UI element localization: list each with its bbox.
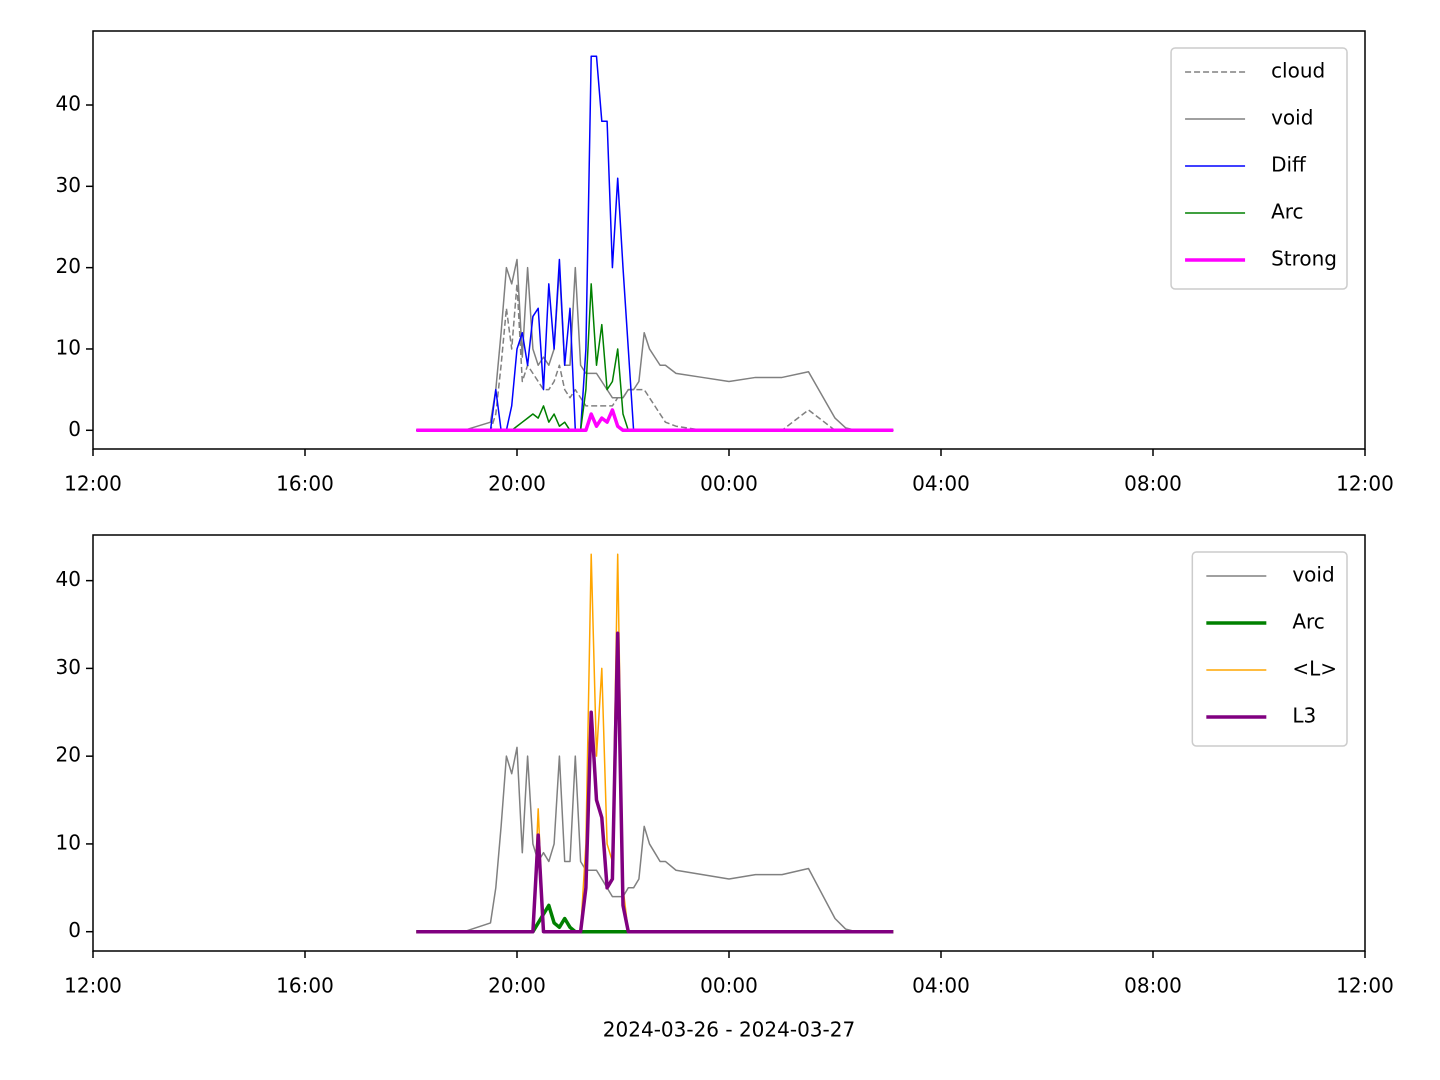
x-tick-label: 12:00 [64,472,122,496]
legend-label: Strong [1271,247,1337,271]
axes-frame [92,30,1366,450]
y-tick-label: 0 [68,918,81,942]
axes-frame [92,534,1366,952]
x-tick-label: 12:00 [64,974,122,998]
x-axis-label: 2024-03-26 - 2024-03-27 [603,1018,855,1042]
y-tick-label: 10 [56,335,81,359]
legend-item: Diff [1185,153,1307,177]
x-tick-label: 12:00 [1336,472,1394,496]
legend-label: Diff [1271,153,1307,177]
legend-label: void [1292,563,1334,587]
series-line [416,553,894,933]
series-line [416,55,894,432]
x-tick-label: 20:00 [488,974,546,998]
series-line [416,903,894,934]
legend-item: void [1185,106,1313,130]
x-tick-label: 20:00 [488,472,546,496]
x-tick-label: 04:00 [912,472,970,496]
y-tick-label: 30 [56,173,81,197]
legend: cloud void Diff Arc Strong [1170,47,1348,290]
legend-label: void [1271,106,1313,130]
y-tick-label: 30 [56,655,81,679]
series-line [416,258,894,432]
subplot: 0 10 20 30 40 12:00 16:00 20:00 00:00 04:00 08:00 1… [56,30,1394,496]
legend-item: cloud [1185,59,1325,83]
x-tick-label: 00:00 [700,974,758,998]
legend-label: cloud [1271,59,1325,83]
y-tick-label: 40 [56,567,81,591]
x-tick-label: 08:00 [1124,974,1182,998]
y-tick-label: 10 [56,830,81,854]
x-tick-label: 16:00 [276,974,334,998]
subplot: 0 10 20 30 40 12:00 16:00 20:00 00:00 04:00 08:00 1… [56,534,1394,1042]
legend-label: Arc [1292,610,1324,634]
legend: void Arc <L> L3 [1191,551,1348,747]
x-tick-label: 04:00 [912,974,970,998]
legend-label: L3 [1292,704,1316,728]
series-line [416,746,894,933]
legend-item: <L> [1206,657,1337,681]
legend-item: L3 [1206,704,1316,728]
legend-label: <L> [1292,657,1337,681]
y-tick-label: 40 [56,92,81,116]
legend-item: Arc [1185,200,1304,224]
series-line [416,283,894,432]
x-tick-label: 16:00 [276,472,334,496]
legend-item: Strong [1185,247,1337,271]
y-tick-label: 0 [68,417,81,441]
x-tick-label: 08:00 [1124,472,1182,496]
legend-frame [1191,551,1348,747]
series-line [416,408,894,433]
y-tick-label: 20 [56,254,81,278]
legend-frame [1170,47,1348,290]
series-line [416,631,894,934]
legend-item: void [1206,563,1335,587]
y-tick-label: 20 [56,743,81,767]
x-tick-label: 12:00 [1336,974,1394,998]
x-tick-label: 00:00 [700,472,758,496]
legend-label: Arc [1271,200,1303,224]
legend-item: Arc [1206,610,1325,634]
